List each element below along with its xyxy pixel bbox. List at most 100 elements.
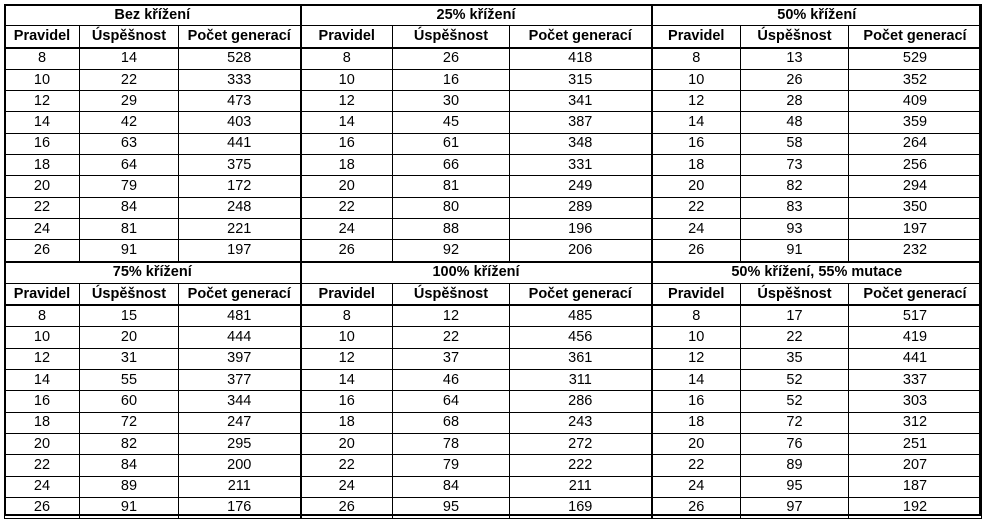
results-table: Bez křížení 25% křížení 50% křížení Pravide… bbox=[4, 3, 982, 520]
success-rate-cell: 30 bbox=[392, 90, 510, 113]
rules-count-cell: 24 bbox=[4, 475, 80, 498]
rules-count-cell: 24 bbox=[299, 217, 393, 241]
table-row: 18 72 247 18 68 243 18 72 312 bbox=[4, 411, 982, 434]
rules-count-cell: 18 bbox=[4, 411, 80, 434]
success-rate-cell: 42 bbox=[79, 111, 179, 134]
success-rate-cell: 84 bbox=[79, 454, 179, 477]
header-uspesnost: Úspěšnost bbox=[740, 282, 849, 306]
generation-count-cell: 206 bbox=[509, 239, 652, 263]
header-pravidel: Pravidel bbox=[4, 282, 80, 306]
generation-count-cell: 444 bbox=[178, 326, 301, 349]
generation-count-cell: 192 bbox=[848, 496, 982, 520]
generation-count-cell: 221 bbox=[178, 217, 301, 241]
table-row: 12 29 473 12 30 341 12 28 409 bbox=[4, 90, 982, 113]
rules-count-cell: 16 bbox=[4, 132, 80, 156]
group-title: 75% křížení bbox=[4, 260, 301, 284]
success-rate-cell: 76 bbox=[740, 432, 849, 456]
generation-count-cell: 232 bbox=[848, 239, 982, 263]
success-rate-cell: 89 bbox=[79, 475, 179, 498]
generation-count-cell: 377 bbox=[178, 369, 301, 392]
table-row: 10 22 333 10 16 315 10 26 352 bbox=[4, 68, 982, 92]
rules-count-cell: 16 bbox=[650, 132, 741, 156]
success-rate-cell: 48 bbox=[740, 111, 849, 134]
generation-count-cell: 473 bbox=[178, 90, 301, 113]
group-title: 50% křížení bbox=[650, 3, 982, 27]
header-pravidel: Pravidel bbox=[650, 25, 741, 49]
success-rate-cell: 79 bbox=[79, 175, 179, 198]
success-rate-cell: 63 bbox=[79, 132, 179, 156]
success-rate-cell: 17 bbox=[740, 304, 849, 328]
generation-count-cell: 222 bbox=[509, 454, 652, 477]
success-rate-cell: 52 bbox=[740, 390, 849, 413]
rules-count-cell: 24 bbox=[650, 217, 741, 241]
success-rate-cell: 55 bbox=[79, 369, 179, 392]
generation-count-cell: 303 bbox=[848, 390, 982, 413]
rules-count-cell: 22 bbox=[650, 454, 741, 477]
success-rate-cell: 58 bbox=[740, 132, 849, 156]
table-row: 20 79 172 20 81 249 20 82 294 bbox=[4, 175, 982, 198]
table-row: 24 81 221 24 88 196 24 93 197 bbox=[4, 217, 982, 241]
table-row: 20 82 295 20 78 272 20 76 251 bbox=[4, 432, 982, 456]
rules-count-cell: 18 bbox=[650, 154, 741, 177]
table-row: 26 91 176 26 95 169 26 97 192 bbox=[4, 496, 982, 520]
table-row: 18 64 375 18 66 331 18 73 256 bbox=[4, 154, 982, 177]
success-rate-cell: 22 bbox=[392, 326, 510, 349]
generation-count-cell: 315 bbox=[509, 68, 652, 92]
generation-count-cell: 397 bbox=[178, 347, 301, 371]
rules-count-cell: 12 bbox=[299, 347, 393, 371]
table-row: 12 31 397 12 37 361 12 35 441 bbox=[4, 347, 982, 371]
table-row: 14 55 377 14 46 311 14 52 337 bbox=[4, 369, 982, 392]
rules-count-cell: 10 bbox=[650, 326, 741, 349]
rules-count-cell: 12 bbox=[650, 347, 741, 371]
rules-count-cell: 16 bbox=[299, 132, 393, 156]
rules-count-cell: 20 bbox=[299, 432, 393, 456]
rules-count-cell: 22 bbox=[4, 196, 80, 219]
rules-count-cell: 14 bbox=[4, 111, 80, 134]
rules-count-cell: 10 bbox=[650, 68, 741, 92]
header-uspesnost: Úspěšnost bbox=[392, 282, 510, 306]
success-rate-cell: 68 bbox=[392, 411, 510, 434]
generation-count-cell: 251 bbox=[848, 432, 982, 456]
generation-count-cell: 337 bbox=[848, 369, 982, 392]
rules-count-cell: 22 bbox=[299, 196, 393, 219]
group-title: 25% křížení bbox=[299, 3, 652, 27]
header-uspesnost: Úspěšnost bbox=[79, 25, 179, 49]
success-rate-cell: 97 bbox=[740, 496, 849, 520]
header-pravidel: Pravidel bbox=[4, 25, 80, 49]
generation-count-cell: 350 bbox=[848, 196, 982, 219]
generation-count-cell: 403 bbox=[178, 111, 301, 134]
generation-count-cell: 196 bbox=[509, 217, 652, 241]
generation-count-cell: 361 bbox=[509, 347, 652, 371]
generation-count-cell: 348 bbox=[509, 132, 652, 156]
rules-count-cell: 12 bbox=[650, 90, 741, 113]
generation-count-cell: 418 bbox=[509, 46, 652, 70]
rules-count-cell: 10 bbox=[4, 326, 80, 349]
generation-count-cell: 172 bbox=[178, 175, 301, 198]
success-rate-cell: 64 bbox=[392, 390, 510, 413]
success-rate-cell: 52 bbox=[740, 369, 849, 392]
success-rate-cell: 64 bbox=[79, 154, 179, 177]
header-uspesnost: Úspěšnost bbox=[740, 25, 849, 49]
table-row: 24 89 211 24 84 211 24 95 187 bbox=[4, 475, 982, 498]
generation-count-cell: 352 bbox=[848, 68, 982, 92]
generation-count-cell: 286 bbox=[509, 390, 652, 413]
generation-count-cell: 197 bbox=[848, 217, 982, 241]
generation-count-cell: 248 bbox=[178, 196, 301, 219]
rules-count-cell: 20 bbox=[650, 175, 741, 198]
success-rate-cell: 95 bbox=[392, 496, 510, 520]
generation-count-cell: 333 bbox=[178, 68, 301, 92]
table-row: 16 63 441 16 61 348 16 58 264 bbox=[4, 132, 982, 156]
success-rate-cell: 80 bbox=[392, 196, 510, 219]
rules-count-cell: 20 bbox=[650, 432, 741, 456]
rules-count-cell: 12 bbox=[299, 90, 393, 113]
rules-count-cell: 22 bbox=[299, 454, 393, 477]
generation-count-cell: 243 bbox=[509, 411, 652, 434]
rules-count-cell: 14 bbox=[299, 111, 393, 134]
success-rate-cell: 45 bbox=[392, 111, 510, 134]
success-rate-cell: 20 bbox=[79, 326, 179, 349]
success-rate-cell: 81 bbox=[392, 175, 510, 198]
success-rate-cell: 82 bbox=[79, 432, 179, 456]
success-rate-cell: 66 bbox=[392, 154, 510, 177]
rules-count-cell: 26 bbox=[299, 496, 393, 520]
generation-count-cell: 485 bbox=[509, 304, 652, 328]
